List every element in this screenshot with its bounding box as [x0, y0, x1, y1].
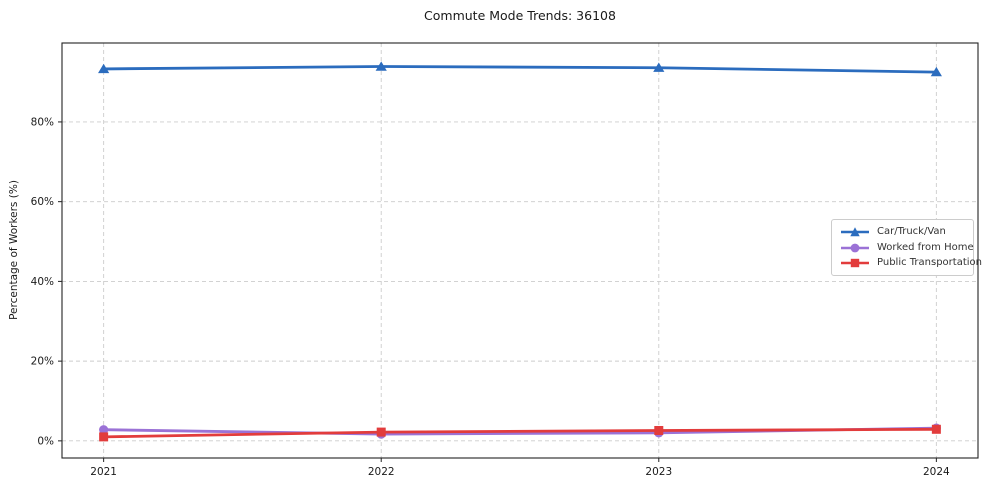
data-point-triangle [375, 61, 387, 71]
legend-label: Worked from Home [877, 241, 974, 253]
x-tick-label: 2023 [645, 466, 672, 478]
x-tick-label: 2022 [368, 466, 395, 478]
data-point-triangle [98, 63, 110, 74]
triangle-marker-icon [841, 227, 869, 237]
series-line-triangle [102, 65, 938, 74]
legend-item-car-truck-van: Car/Truck/Van [840, 226, 965, 238]
data-point-circle [99, 425, 109, 435]
series-line-square [102, 427, 938, 439]
data-point-square [654, 425, 664, 435]
legend-item-worked-from-home: Worked from Home [840, 242, 974, 254]
circle-marker-icon [841, 243, 869, 252]
square-marker-icon [841, 258, 869, 268]
data-point-square [376, 427, 386, 437]
legend-item-public-transportation: Public Transportation [840, 257, 982, 269]
y-tick-label: 40% [31, 276, 54, 288]
y-tick-label: 0% [37, 435, 54, 447]
legend-label: Car/Truck/Van [877, 226, 946, 237]
x-tick-label: 2021 [90, 466, 117, 478]
y-tick-label: 60% [31, 196, 54, 208]
chart-title: Commute Mode Trends: 36108 [424, 8, 616, 23]
legend: Car/Truck/Van Worked from Home Public Tr… [831, 219, 982, 276]
data-point-triangle [653, 62, 665, 72]
data-point-square [931, 424, 941, 434]
legend-label: Public Transportation [877, 257, 982, 268]
y-tick-label: 80% [31, 116, 54, 128]
x-tick-label: 2024 [923, 466, 950, 478]
plot-border [61, 42, 979, 459]
y-tick-label: 20% [31, 356, 54, 368]
data-point-triangle [930, 66, 942, 77]
data-point-square [99, 432, 109, 442]
